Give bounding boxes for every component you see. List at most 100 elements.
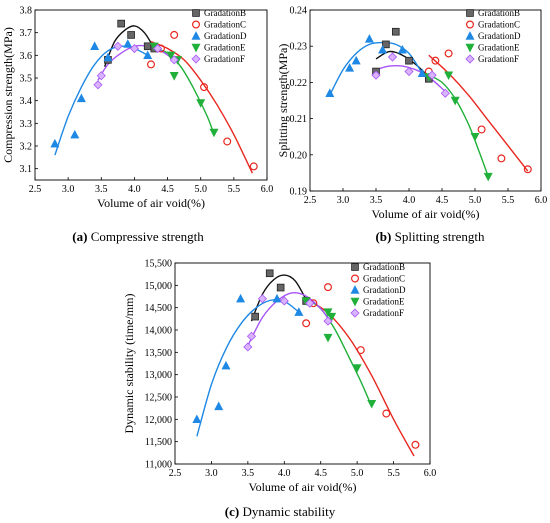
data-point-GradationB <box>265 269 274 278</box>
y-tick-label: 14,000 <box>145 326 173 337</box>
legend-label: GradationD <box>478 31 521 41</box>
panel-caption-label: (c) <box>225 504 239 519</box>
y-tick-label: 15,000 <box>145 281 173 292</box>
data-point-GradationF <box>387 52 398 62</box>
y-axis-label: Dynamic stability (time/mm) <box>122 294 136 434</box>
data-point-GradationE <box>323 308 333 317</box>
data-point-GradationC <box>411 440 420 449</box>
data-point-GradationE <box>444 71 454 81</box>
y-tick-label: 13,500 <box>145 348 173 359</box>
data-point-GradationE <box>367 399 377 409</box>
x-tick-label: 5.5 <box>387 468 400 479</box>
data-point-GradationD <box>417 68 427 78</box>
x-tick-label: 2.5 <box>169 468 182 479</box>
y-tick-label: 0.20 <box>290 150 308 161</box>
data-point-GradationC <box>200 83 209 92</box>
fit-curve-GradationE <box>428 74 489 177</box>
data-point-GradationF <box>305 298 315 308</box>
plot-frame <box>309 9 542 192</box>
legend-label: GradationD <box>204 31 247 41</box>
data-point-GradationE <box>450 96 460 106</box>
data-point-GradationE <box>209 128 219 138</box>
y-tick-label: 0.24 <box>290 6 308 17</box>
data-point-GradationD <box>90 41 100 50</box>
legend-label: GradationC <box>204 20 246 30</box>
fit-curve-GradationC <box>428 54 529 172</box>
data-point-GradationB <box>127 31 135 39</box>
fit-curve-GradationD <box>196 299 300 437</box>
data-point-GradationD <box>351 55 361 65</box>
fit-curve-GradationD <box>54 45 149 156</box>
legend-marker-GradationB <box>466 9 474 17</box>
data-point-GradationE <box>323 333 333 343</box>
x-tick-label: 3.0 <box>337 195 350 206</box>
y-tick-label: 3.2 <box>20 142 33 153</box>
legend-marker-GradationB <box>192 9 200 17</box>
legend-label: GradationF <box>363 308 404 318</box>
y-tick-label: 3.4 <box>20 96 33 107</box>
x-tick-label: 5.0 <box>351 468 364 479</box>
y-tick-label: 3.7 <box>20 28 33 39</box>
x-axis-label: Volume of air void(%) <box>248 480 356 494</box>
data-point-GradationF <box>243 342 253 352</box>
y-tick-label: 12,500 <box>145 393 173 404</box>
legend-marker-GradationF <box>465 54 475 64</box>
data-point-GradationB <box>117 19 125 28</box>
data-point-GradationC <box>324 283 333 292</box>
x-tick-label: 4.5 <box>314 468 327 479</box>
data-point-GradationC <box>147 60 156 69</box>
data-point-GradationD <box>50 138 60 148</box>
panel-caption-text: Dynamic stability <box>239 504 336 519</box>
data-point-GradationF <box>153 43 163 54</box>
legend-marker-GradationE <box>191 43 201 53</box>
legend-label: GradationB <box>363 262 405 272</box>
data-point-GradationD <box>70 129 80 139</box>
y-tick-label: 0.23 <box>290 42 308 53</box>
data-point-GradationE <box>327 312 337 322</box>
x-axis-label: Volume of air void(%) <box>97 196 205 210</box>
data-point-GradationF <box>427 70 437 80</box>
data-point-GradationF <box>93 80 103 90</box>
x-tick-label: 6.0 <box>261 184 274 195</box>
data-point-GradationD <box>345 63 355 72</box>
data-point-GradationF <box>113 41 123 51</box>
fit-curve-GradationE <box>154 47 215 135</box>
plot-frame <box>174 262 431 465</box>
data-point-GradationC <box>497 154 506 163</box>
y-tick-label: 0.22 <box>290 78 308 89</box>
x-tick-label: 3.0 <box>62 184 75 195</box>
data-point-GradationF <box>371 70 381 80</box>
y-tick-label: 15,500 <box>145 259 173 270</box>
legend-label: GradationC <box>478 20 520 30</box>
data-point-GradationF <box>257 294 267 304</box>
legend-marker-GradationE <box>350 297 360 307</box>
y-tick-label: 11,500 <box>145 437 172 448</box>
y-tick-label: 14,500 <box>145 303 173 314</box>
x-tick-label: 2.5 <box>304 195 317 206</box>
legend-label: GradationB <box>204 8 246 18</box>
y-tick-label: 12,000 <box>145 415 173 426</box>
data-point-GradationD <box>192 414 202 424</box>
y-tick-label: 0.19 <box>290 187 308 198</box>
data-point-GradationC <box>382 409 391 418</box>
data-point-GradationF <box>169 55 179 65</box>
data-point-GradationC <box>302 319 311 328</box>
data-point-GradationD <box>236 293 246 303</box>
legend-marker-GradationE <box>465 43 475 53</box>
data-point-GradationB <box>143 42 152 51</box>
data-point-GradationD <box>143 50 153 60</box>
fit-curve-GradationE <box>305 298 373 407</box>
legend-marker-GradationC <box>466 20 475 29</box>
data-point-GradationC <box>477 125 486 134</box>
y-axis-label: Compression strength(MPa) <box>1 27 15 163</box>
legend-marker-GradationF <box>191 54 201 64</box>
x-tick-label: 4.0 <box>128 184 141 195</box>
x-tick-label: 3.5 <box>242 468 255 479</box>
data-point-GradationD <box>214 401 224 411</box>
y-tick-label: 3.3 <box>20 119 33 130</box>
x-tick-label: 4.5 <box>436 195 449 206</box>
data-point-GradationB <box>391 27 400 36</box>
fit-curve-GradationF <box>247 291 329 346</box>
x-tick-label: 5.5 <box>228 184 241 195</box>
data-point-GradationD <box>103 52 113 62</box>
